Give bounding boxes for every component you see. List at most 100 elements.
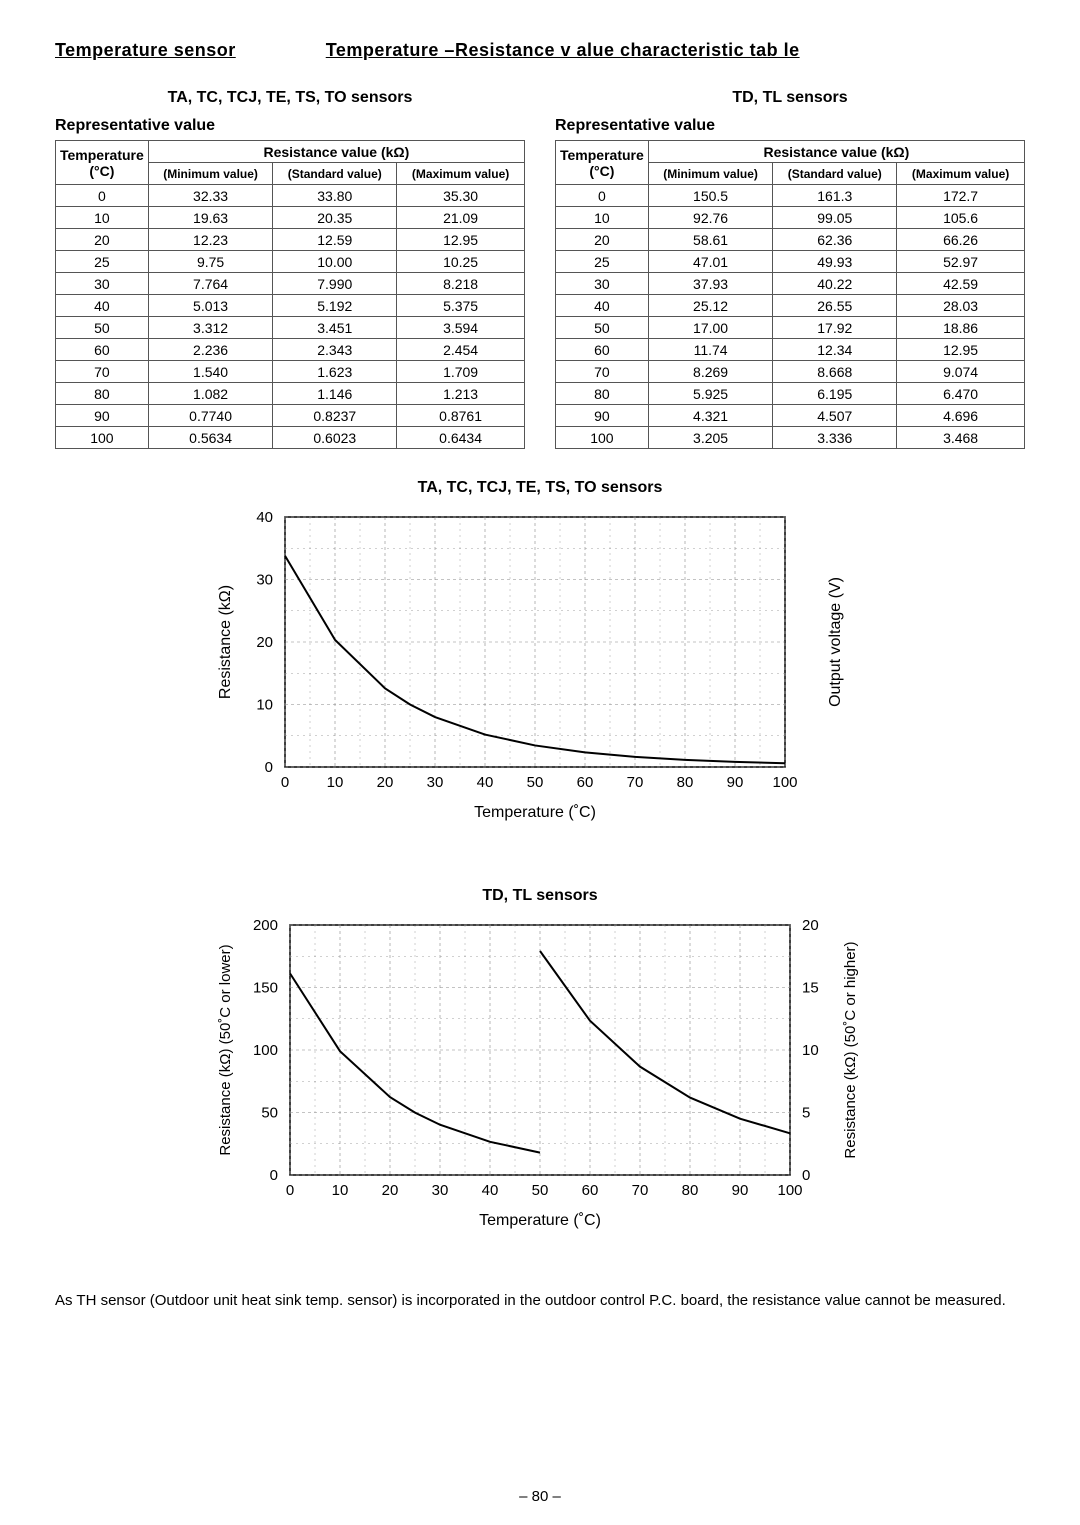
table-cell: 40 (556, 295, 649, 317)
table1-rep: Representative value (55, 117, 525, 135)
svg-text:Resistance (kΩ) (50˚C or highe: Resistance (kΩ) (50˚C or higher) (842, 941, 859, 1158)
table-cell: 2.454 (397, 339, 525, 361)
svg-text:Temperature (˚C): Temperature (˚C) (479, 1212, 601, 1229)
table-cell: 47.01 (648, 251, 773, 273)
table-cell: 9.75 (148, 251, 273, 273)
table-cell: 100 (56, 427, 149, 449)
table2-heading: TD, TL sensors (555, 89, 1025, 107)
table-cell: 11.74 (648, 339, 773, 361)
svg-text:80: 80 (682, 1182, 699, 1199)
table-cell: 0 (56, 185, 149, 207)
svg-text:100: 100 (772, 774, 797, 791)
table-cell: 3.468 (897, 427, 1025, 449)
svg-text:30: 30 (256, 572, 273, 589)
table-cell: 90 (56, 405, 149, 427)
table-cell: 19.63 (148, 207, 273, 229)
svg-text:30: 30 (432, 1182, 449, 1199)
table-cell: 20 (556, 229, 649, 251)
svg-text:200: 200 (253, 917, 278, 934)
table-row: 3037.9340.2242.59 (556, 273, 1025, 295)
table-cell: 1.213 (397, 383, 525, 405)
table-cell: 6.195 (773, 383, 897, 405)
table-cell: 12.59 (273, 229, 397, 251)
table-cell: 10.25 (397, 251, 525, 273)
table-row: 708.2698.6689.074 (556, 361, 1025, 383)
table-cell: 161.3 (773, 185, 897, 207)
svg-text:5: 5 (802, 1105, 810, 1122)
table-cell: 35.30 (397, 185, 525, 207)
table-cell: 32.33 (148, 185, 273, 207)
table2-th-min: (Minimum value) (648, 163, 773, 185)
table-cell: 25 (56, 251, 149, 273)
table-cell: 1.709 (397, 361, 525, 383)
table-cell: 70 (556, 361, 649, 383)
table-row: 2058.6162.3666.26 (556, 229, 1025, 251)
table1-th-temp: Temperature (°C) (56, 141, 149, 185)
table1: Temperature (°C) Resistance value (kΩ) (… (55, 140, 525, 449)
svg-text:70: 70 (627, 774, 644, 791)
svg-text:10: 10 (802, 1042, 819, 1059)
chart2: 0102030405060708090100050100150200051015… (190, 915, 890, 1265)
table1-th-temp-l1: Temperature (60, 147, 144, 163)
table-cell: 58.61 (648, 229, 773, 251)
svg-text:40: 40 (256, 509, 273, 526)
table-cell: 4.507 (773, 405, 897, 427)
table2-th-res: Resistance value (kΩ) (648, 141, 1024, 163)
table-cell: 60 (56, 339, 149, 361)
table-cell: 30 (56, 273, 149, 295)
chart1-section: TA, TC, TCJ, TE, TS, TO sensors 01020304… (55, 479, 1025, 857)
table-cell: 26.55 (773, 295, 897, 317)
table-cell: 12.23 (148, 229, 273, 251)
table-cell: 3.336 (773, 427, 897, 449)
svg-text:40: 40 (482, 1182, 499, 1199)
table-cell: 5.013 (148, 295, 273, 317)
table-cell: 8.668 (773, 361, 897, 383)
table-row: 0150.5161.3172.7 (556, 185, 1025, 207)
chart1-title: TA, TC, TCJ, TE, TS, TO sensors (55, 479, 1025, 497)
table-cell: 80 (556, 383, 649, 405)
table-cell: 52.97 (897, 251, 1025, 273)
table2-container: TD, TL sensors Representative value Temp… (555, 89, 1025, 449)
table-row: 259.7510.0010.25 (56, 251, 525, 273)
table-cell: 37.93 (648, 273, 773, 295)
svg-text:100: 100 (777, 1182, 802, 1199)
svg-text:0: 0 (286, 1182, 294, 1199)
table-cell: 49.93 (773, 251, 897, 273)
svg-text:15: 15 (802, 980, 819, 997)
chart2-section: TD, TL sensors 0102030405060708090100050… (55, 887, 1025, 1265)
table-row: 904.3214.5074.696 (556, 405, 1025, 427)
page-title-right: Temperature –Resistance v alue character… (326, 40, 800, 61)
table-cell: 1.146 (273, 383, 397, 405)
svg-text:0: 0 (270, 1167, 278, 1184)
table-cell: 1.623 (273, 361, 397, 383)
table-cell: 4.696 (897, 405, 1025, 427)
svg-text:0: 0 (281, 774, 289, 791)
table-cell: 33.80 (273, 185, 397, 207)
table-cell: 90 (556, 405, 649, 427)
table-row: 805.9256.1956.470 (556, 383, 1025, 405)
table-cell: 5.925 (648, 383, 773, 405)
table-cell: 7.990 (273, 273, 397, 295)
footnote: As TH sensor (Outdoor unit heat sink tem… (55, 1290, 1025, 1311)
table-cell: 62.36 (773, 229, 897, 251)
table2: Temperature (°C) Resistance value (kΩ) (… (555, 140, 1025, 449)
table-row: 801.0821.1461.213 (56, 383, 525, 405)
table-row: 701.5401.6231.709 (56, 361, 525, 383)
svg-text:90: 90 (727, 774, 744, 791)
table-cell: 3.594 (397, 317, 525, 339)
table-cell: 150.5 (648, 185, 773, 207)
table-cell: 2.343 (273, 339, 397, 361)
table-cell: 70 (56, 361, 149, 383)
table-cell: 21.09 (397, 207, 525, 229)
svg-text:50: 50 (532, 1182, 549, 1199)
table-cell: 28.03 (897, 295, 1025, 317)
table-cell: 0 (556, 185, 649, 207)
svg-text:20: 20 (802, 917, 819, 934)
table-cell: 1.540 (148, 361, 273, 383)
svg-text:60: 60 (577, 774, 594, 791)
svg-text:Output voltage (V): Output voltage (V) (827, 577, 844, 707)
table-cell: 12.95 (397, 229, 525, 251)
table-row: 2547.0149.9352.97 (556, 251, 1025, 273)
table-row: 1019.6320.3521.09 (56, 207, 525, 229)
table-cell: 3.451 (273, 317, 397, 339)
